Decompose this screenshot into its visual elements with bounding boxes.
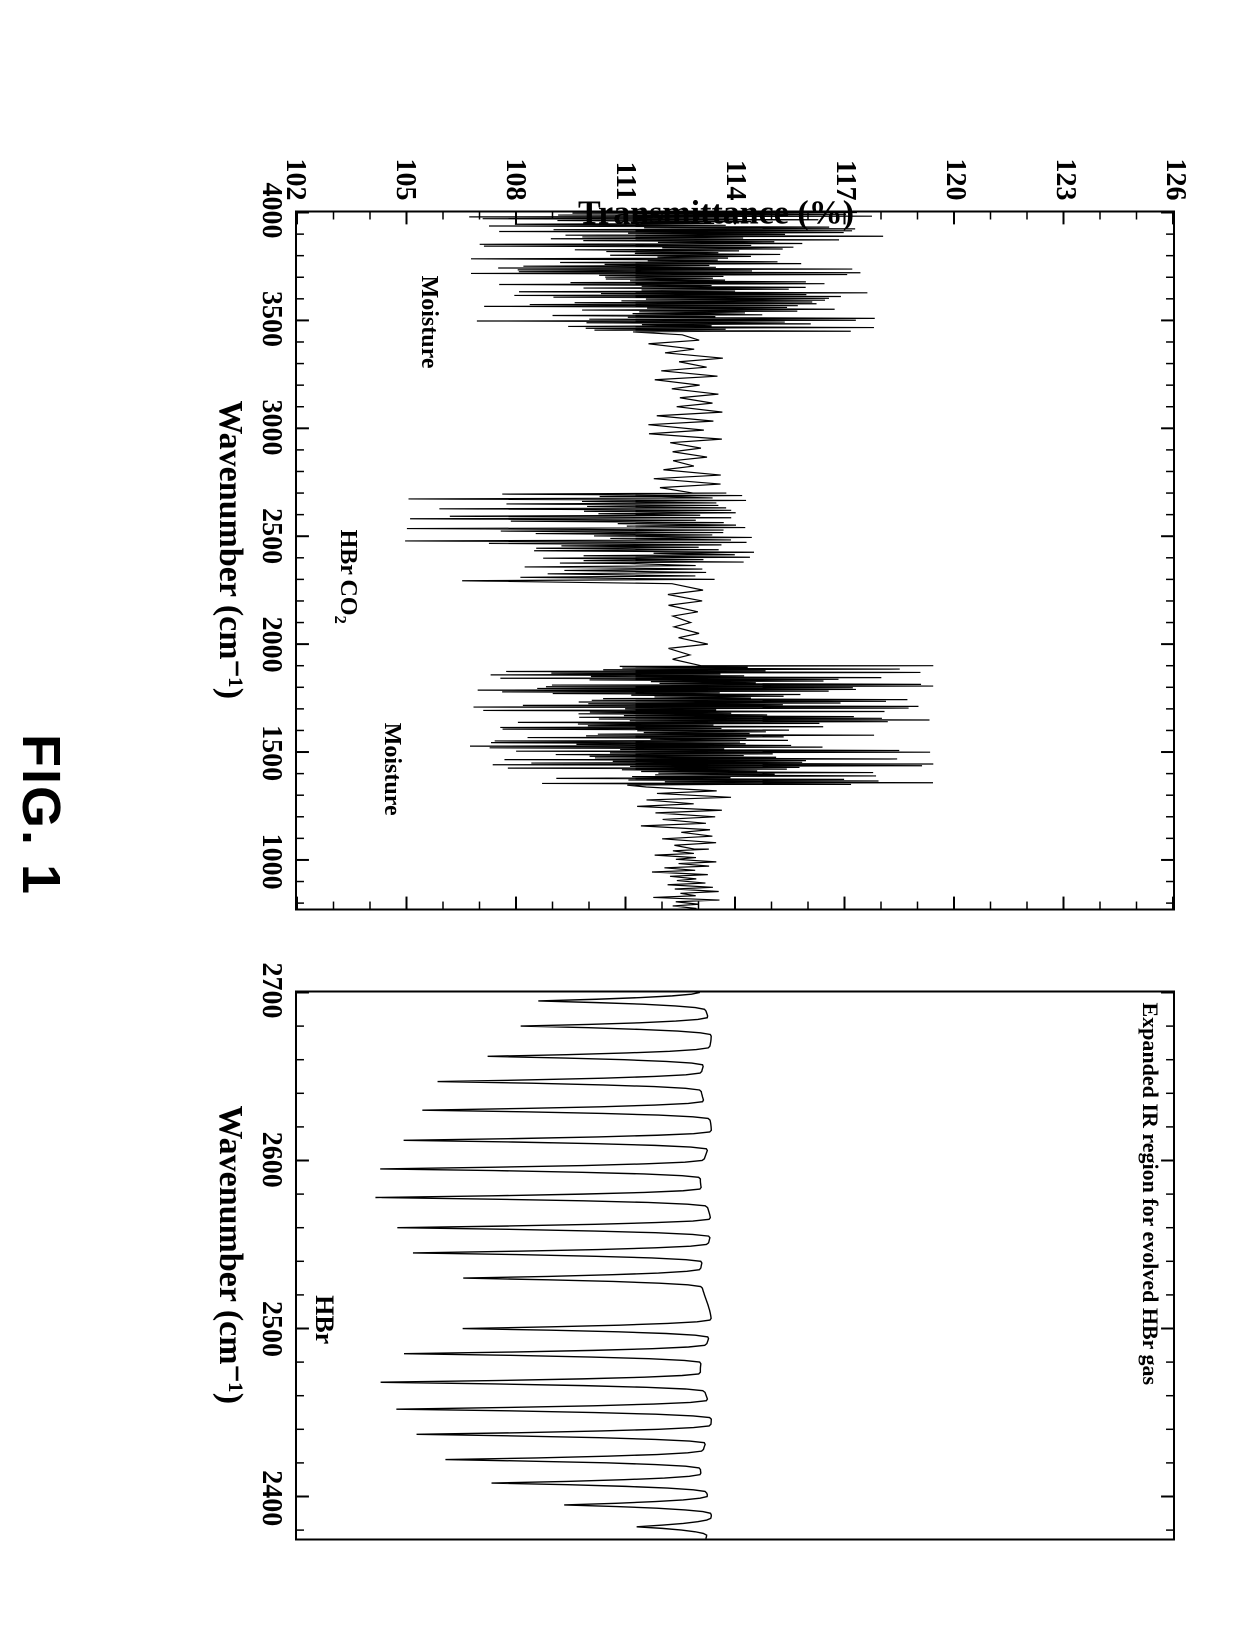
right-spectrum-svg	[297, 992, 1173, 1538]
panels-row: Transmittance (%) Wavenumber (cm⁻¹) 1000…	[160, 60, 1180, 1560]
x-tick-label: 2600	[255, 1119, 287, 1199]
chart-annotation: Moisture	[378, 722, 405, 815]
chart-title: Expanded IR region for evolved HBr gas	[1137, 1002, 1163, 1385]
y-tick-label: 111	[609, 140, 641, 200]
x-tick-label: 2700	[255, 950, 287, 1030]
y-tick-label: 117	[829, 140, 861, 200]
y-tick-label: 123	[1049, 140, 1081, 200]
x-axis-label-right: Wavenumber (cm⁻¹)	[211, 1105, 251, 1404]
right-ir-spectrum-chart: Wavenumber (cm⁻¹) 2400250026002700HBrExp…	[160, 970, 1180, 1560]
x-tick-label: 2000	[255, 604, 287, 684]
page: Transmittance (%) Wavenumber (cm⁻¹) 1000…	[0, 0, 1240, 1629]
x-tick-label: 3000	[255, 387, 287, 467]
y-tick-label: 126	[1159, 140, 1191, 200]
x-tick-label: 2500	[255, 1288, 287, 1368]
x-axis-label-left: Wavenumber (cm⁻¹)	[211, 400, 251, 699]
figure-label: FIG. 1	[10, 733, 72, 895]
y-tick-label: 105	[389, 140, 421, 200]
x-tick-label: 1000	[255, 821, 287, 901]
chart-annotation: Moisture	[415, 275, 442, 368]
y-tick-label: 108	[499, 140, 531, 200]
y-tick-label: 114	[719, 140, 751, 200]
landscape-wrapper: Transmittance (%) Wavenumber (cm⁻¹) 1000…	[0, 0, 1240, 1629]
x-tick-label: 2400	[255, 1458, 287, 1538]
left-ir-spectrum-chart: Transmittance (%) Wavenumber (cm⁻¹) 1000…	[160, 60, 1180, 940]
chart-annotation: HBr	[309, 1295, 339, 1344]
right-plot-area	[295, 990, 1175, 1540]
x-tick-label: 2500	[255, 496, 287, 576]
x-tick-label: 3500	[255, 279, 287, 359]
x-tick-label: 1500	[255, 713, 287, 793]
y-tick-label: 102	[279, 140, 311, 200]
y-tick-label: 120	[939, 140, 971, 200]
chart-annotation: HBr	[334, 529, 361, 574]
chart-annotation: CO2	[330, 579, 361, 623]
